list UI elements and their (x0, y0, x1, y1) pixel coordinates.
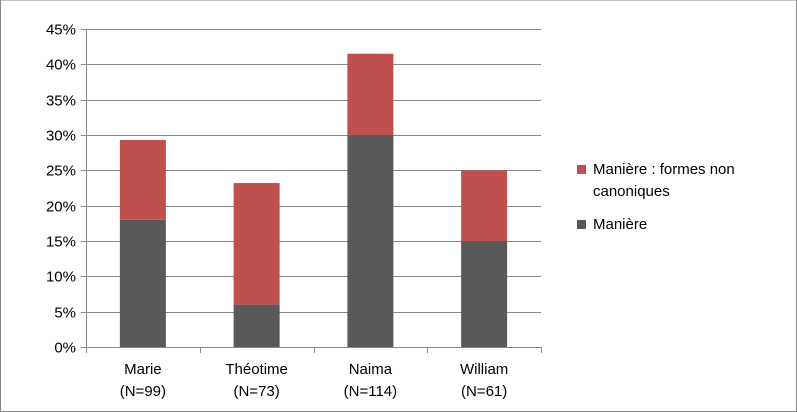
bar-marie-series-1 (119, 139, 166, 220)
x-category-label: William (460, 361, 508, 378)
legend-swatch (577, 220, 586, 229)
y-tick-label: 35% (46, 93, 76, 110)
legend-label: Manière : formes non (593, 161, 735, 178)
x-category-label: Théotime (225, 361, 288, 378)
bar-marie-series-0 (119, 219, 166, 347)
legend-label: canoniques (593, 183, 670, 200)
y-tick-label: 10% (46, 269, 76, 286)
legend-swatch (577, 165, 586, 174)
bars (119, 53, 508, 347)
bar-naima-series-0 (347, 135, 394, 347)
axes (81, 29, 542, 353)
y-tick-label: 20% (46, 199, 76, 216)
x-tick-labels: Marie (N=99) Théotime (N=73) Naima (N=114) Wil… (120, 361, 509, 400)
x-category-sublabel: (N=114) (344, 383, 398, 400)
x-category-sublabel: (N=61) (461, 383, 507, 400)
y-tick-label: 0% (54, 340, 76, 357)
bar-william-series-0 (461, 241, 508, 347)
legend-label: Manière (593, 216, 647, 233)
bar-th-otime-series-1 (233, 183, 280, 305)
x-category-sublabel: (N=73) (233, 383, 279, 400)
bar-th-otime-series-0 (233, 304, 280, 347)
y-tick-labels: 0% 5% 10% 15% 20% 25% 30% 35% 40% 45% (46, 22, 76, 357)
legend: Manière : formes non canoniques Manière (577, 161, 735, 233)
x-category-label: Marie (124, 361, 162, 378)
y-tick-label: 40% (46, 57, 76, 74)
y-tick-label: 25% (46, 163, 76, 180)
y-tick-label: 45% (46, 22, 76, 39)
y-tick-label: 30% (46, 128, 76, 145)
x-category-label: Naima (349, 361, 393, 378)
bar-william-series-1 (461, 170, 508, 241)
y-tick-label: 15% (46, 234, 76, 251)
x-category-sublabel: (N=99) (120, 383, 166, 400)
bar-naima-series-1 (347, 53, 394, 135)
y-tick-label: 5% (54, 305, 76, 322)
